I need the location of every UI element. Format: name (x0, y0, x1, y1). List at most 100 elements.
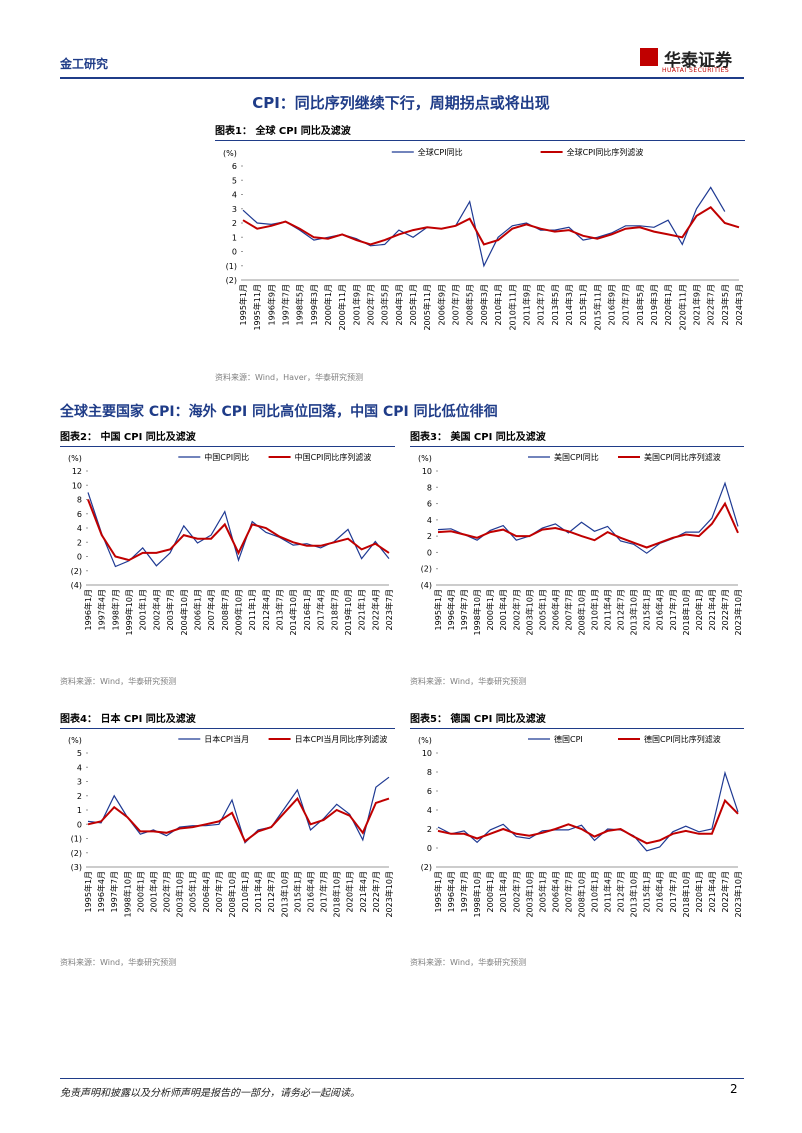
series-line (437, 798, 739, 845)
x-tick-label: 2002年7月 (366, 284, 376, 325)
y-tick-label: 2 (77, 538, 82, 547)
footer-rule (60, 1078, 744, 1079)
x-tick-label: 2020年1月 (663, 284, 673, 325)
x-tick-label: 1996年4月 (446, 589, 456, 630)
x-tick-label: 2003年10月 (524, 871, 534, 918)
y-tick-label: 4 (77, 763, 82, 772)
x-tick-label: 2008年10月 (227, 871, 237, 918)
x-tick-label: 2021年1月 (357, 589, 367, 630)
x-tick-label: 2016年1月 (302, 589, 312, 630)
figure-title: 图表3： 美国 CPI 同比及滤波 (410, 428, 744, 447)
x-tick-label: 2003年10月 (175, 871, 185, 918)
x-tick-label: 2015年1月 (642, 871, 652, 912)
x-tick-label: 1998年10月 (472, 871, 482, 918)
figure-title: 图表5： 德国 CPI 同比及滤波 (410, 710, 744, 729)
y-tick-label: (2) (421, 565, 432, 574)
x-tick-label: 2023年10月 (733, 589, 743, 636)
y-tick-label: 12 (72, 467, 82, 476)
x-tick-label: 1995年1月 (433, 589, 443, 630)
legend-label: 德国CPI (554, 734, 583, 744)
x-tick-label: 2005年1月 (537, 589, 547, 630)
legend-label: 美国CPI同比序列滤波 (644, 452, 721, 462)
x-tick-label: 2017年7月 (668, 589, 678, 630)
x-tick-label: 2002年4月 (151, 589, 161, 630)
y-tick-label: 0 (427, 844, 432, 853)
x-tick-label: 2003年5月 (380, 284, 390, 325)
y-tick-label: 10 (422, 749, 432, 758)
y-tick-label: 6 (427, 500, 432, 509)
x-tick-label: 2011年1月 (247, 589, 257, 630)
header-rule (60, 77, 744, 79)
x-tick-label: 2008年7月 (220, 589, 230, 630)
y-tick-label: 8 (77, 496, 82, 505)
x-tick-label: 2011年4月 (253, 871, 263, 912)
logo: 华泰证券 (664, 51, 732, 71)
x-tick-label: 1997年7月 (459, 589, 469, 630)
chart: (%) (3) (2) (1) 0 1 2 3 4 5 1995年1月 1996年4月 1997年7月 1… (68, 734, 394, 918)
series-line (437, 481, 739, 554)
y-tick-label: 2 (232, 219, 237, 228)
x-tick-label: 2016年9月 (606, 284, 616, 325)
x-tick-label: 2015年1月 (578, 284, 588, 325)
y-tick-label: 1 (232, 233, 237, 242)
x-tick-label: 2005年11月 (422, 284, 432, 331)
x-tick-label: 2023年10月 (733, 871, 743, 918)
x-tick-label: 2015年1月 (642, 589, 652, 630)
x-tick-label: 2007年7月 (563, 871, 573, 912)
legend-label: 全球CPI同比序列滤波 (567, 147, 644, 157)
x-tick-label: 2014年10月 (288, 589, 298, 636)
x-tick-label: 2011年4月 (603, 589, 613, 630)
x-tick-label: 2022年7月 (720, 589, 730, 630)
x-tick-label: 1997年7月 (109, 871, 119, 912)
x-tick-label: 2018年7月 (329, 589, 339, 630)
x-tick-label: 2020年1月 (694, 871, 704, 912)
x-tick-label: 2010年1月 (590, 871, 600, 912)
x-tick-label: 2008年5月 (465, 284, 475, 325)
figure-title: 图表1： 全球 CPI 同比及滤波 (215, 122, 745, 141)
y-tick-label: 6 (232, 162, 237, 171)
y-tick-label: 4 (77, 524, 82, 533)
x-tick-label: 2012年7月 (536, 284, 546, 325)
y-tick-label: (4) (421, 581, 432, 590)
x-tick-label: 2006年4月 (550, 871, 560, 912)
x-tick-label: 2022年7月 (371, 871, 381, 912)
source: 资料来源：Wind，华泰研究预测 (60, 677, 177, 686)
x-tick-label: 2016年4月 (655, 589, 665, 630)
x-tick-label: 2014年3月 (564, 284, 574, 325)
y-tick-label: 5 (77, 749, 82, 758)
x-tick-label: 1996年4月 (446, 871, 456, 912)
x-tick-label: 2010年1月 (590, 589, 600, 630)
x-tick-label: 2020年11月 (677, 284, 687, 331)
x-tick-label: 2023年10月 (384, 871, 394, 918)
unit-label: (%) (418, 736, 432, 745)
x-tick-label: 2007年7月 (214, 871, 224, 912)
series-line (437, 770, 739, 852)
x-tick-label: 2010年1月 (240, 871, 250, 912)
legend-label: 德国CPI同比序列滤波 (644, 734, 721, 744)
x-tick-label: 2020年1月 (694, 589, 704, 630)
x-tick-label: 2022年7月 (706, 284, 716, 325)
x-tick-label: 1997年7月 (281, 284, 291, 325)
x-tick-label: 2017年7月 (668, 871, 678, 912)
x-tick-label: 2000年1月 (135, 871, 145, 912)
series-line (87, 492, 390, 568)
x-tick-label: 1997年4月 (97, 589, 107, 630)
x-tick-label: 1999年10月 (124, 589, 134, 636)
x-tick-label: 2013年10月 (629, 589, 639, 636)
y-tick-label: 4 (232, 191, 237, 200)
y-tick-label: 3 (77, 778, 82, 787)
x-tick-label: 1995年1月 (238, 284, 248, 325)
x-tick-label: 2000年1月 (485, 589, 495, 630)
unit-label: (%) (418, 454, 432, 463)
y-tick-label: (4) (71, 581, 82, 590)
y-tick-label: (3) (71, 863, 82, 872)
y-tick-label: (2) (226, 276, 237, 285)
x-tick-label: 1995年1月 (83, 871, 93, 912)
x-tick-label: 2001年1月 (138, 589, 148, 630)
x-tick-label: 2006年9月 (436, 284, 446, 325)
x-tick-label: 2000年1月 (323, 284, 333, 325)
chart: (%) (2) (1) 0 1 2 3 4 5 6 1995年1月 1995年11月 1996年9月 19… (223, 147, 744, 331)
x-tick-label: 2001年4月 (498, 589, 508, 630)
x-tick-label: 2016年4月 (305, 871, 315, 912)
